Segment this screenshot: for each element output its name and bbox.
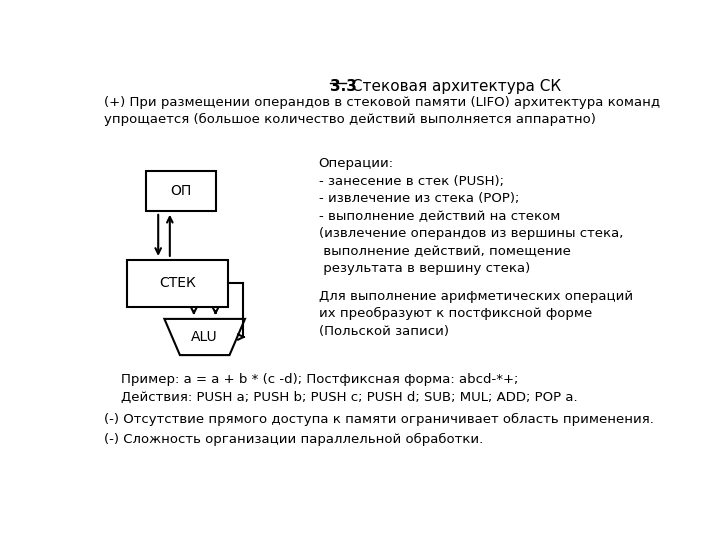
FancyBboxPatch shape: [127, 260, 228, 307]
Text: 3.3: 3.3: [330, 79, 357, 93]
Text: Стековая архитектура СК: Стековая архитектура СК: [346, 79, 561, 93]
Text: Для выполнение арифметических операций
их преобразуют к постфиксной форме
(Польс: Для выполнение арифметических операций и…: [319, 289, 633, 338]
Text: ALU: ALU: [192, 330, 218, 344]
Text: Пример: a = a + b * (c -d); Постфиксная форма: abcd-*+;
    Действия: PUSH a; PU: Пример: a = a + b * (c -d); Постфиксная …: [104, 373, 577, 404]
Text: ОП: ОП: [170, 184, 192, 198]
Text: СТЕК: СТЕК: [159, 276, 196, 291]
Text: Операции:
- занесение в стек (PUSH);
- извлечение из стека (POP);
- выполнение д: Операции: - занесение в стек (PUSH); - и…: [319, 157, 623, 275]
FancyBboxPatch shape: [145, 171, 215, 211]
Text: (-) Сложность организации параллельной обработки.: (-) Сложность организации параллельной о…: [104, 433, 483, 446]
Text: (-) Отсутствие прямого доступа к памяти ограничивает область применения.: (-) Отсутствие прямого доступа к памяти …: [104, 413, 654, 426]
Text: (+) При размещении операндов в стековой памяти (LIFO) архитектура команд
упрощае: (+) При размещении операндов в стековой …: [104, 96, 660, 126]
Polygon shape: [164, 319, 245, 355]
